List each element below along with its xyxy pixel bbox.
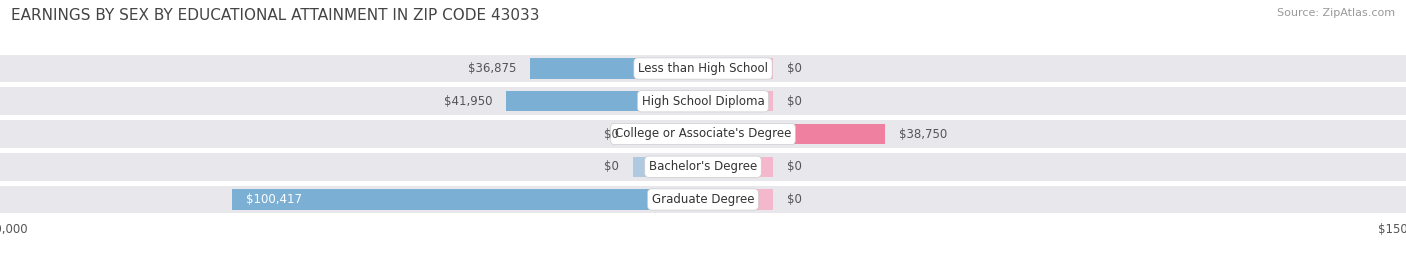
Text: $0: $0: [787, 160, 803, 173]
Text: $100,417: $100,417: [246, 193, 302, 206]
Text: Less than High School: Less than High School: [638, 62, 768, 75]
Bar: [703, 124, 884, 144]
Text: College or Associate's Degree: College or Associate's Degree: [614, 128, 792, 140]
Text: Bachelor's Degree: Bachelor's Degree: [650, 160, 756, 173]
Bar: [633, 157, 703, 177]
Bar: [633, 124, 703, 144]
Bar: [0, 87, 1406, 115]
Bar: [703, 91, 773, 111]
Text: Graduate Degree: Graduate Degree: [652, 193, 754, 206]
Text: $0: $0: [603, 160, 619, 173]
Bar: [0, 55, 1406, 83]
Text: $36,875: $36,875: [468, 62, 516, 75]
Bar: [703, 157, 773, 177]
Bar: [232, 189, 703, 210]
Bar: [0, 120, 1406, 148]
Bar: [530, 58, 703, 79]
Text: $0: $0: [787, 95, 803, 108]
Text: High School Diploma: High School Diploma: [641, 95, 765, 108]
Bar: [506, 91, 703, 111]
Bar: [0, 153, 1406, 181]
Bar: [0, 185, 1406, 213]
Text: EARNINGS BY SEX BY EDUCATIONAL ATTAINMENT IN ZIP CODE 43033: EARNINGS BY SEX BY EDUCATIONAL ATTAINMEN…: [11, 8, 540, 23]
Bar: [703, 58, 773, 79]
Text: Source: ZipAtlas.com: Source: ZipAtlas.com: [1277, 8, 1395, 18]
Text: $41,950: $41,950: [444, 95, 492, 108]
Text: $0: $0: [787, 62, 803, 75]
Bar: [703, 189, 773, 210]
Text: $0: $0: [787, 193, 803, 206]
Text: $38,750: $38,750: [898, 128, 946, 140]
Text: $0: $0: [603, 128, 619, 140]
